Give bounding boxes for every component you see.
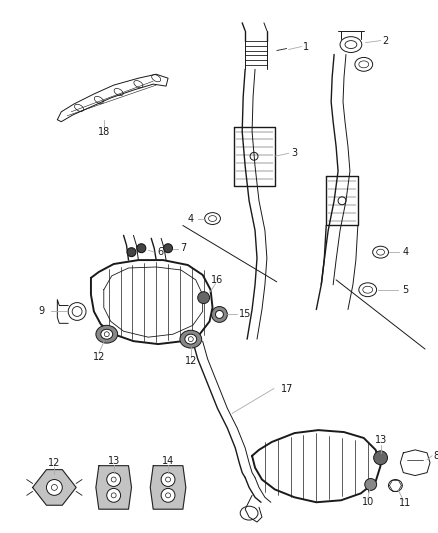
- Ellipse shape: [365, 479, 377, 490]
- Text: 5: 5: [402, 285, 408, 295]
- Ellipse shape: [161, 473, 175, 487]
- Ellipse shape: [137, 244, 146, 253]
- Ellipse shape: [164, 244, 173, 253]
- Text: 3: 3: [292, 148, 298, 158]
- Text: 7: 7: [180, 243, 186, 253]
- Ellipse shape: [374, 451, 388, 465]
- Text: 15: 15: [239, 310, 251, 319]
- Ellipse shape: [212, 306, 227, 322]
- Ellipse shape: [215, 311, 223, 318]
- Polygon shape: [57, 74, 168, 122]
- Ellipse shape: [198, 292, 209, 304]
- Ellipse shape: [46, 480, 62, 495]
- Polygon shape: [91, 260, 212, 344]
- Text: 13: 13: [374, 435, 387, 445]
- Ellipse shape: [101, 329, 113, 339]
- Text: 8: 8: [433, 451, 438, 461]
- Polygon shape: [150, 466, 186, 509]
- Text: 17: 17: [280, 384, 293, 393]
- Text: 12: 12: [48, 458, 60, 468]
- Text: 12: 12: [184, 356, 197, 366]
- Ellipse shape: [161, 488, 175, 502]
- Text: 4: 4: [402, 247, 408, 257]
- Text: 11: 11: [399, 498, 411, 508]
- Text: 4: 4: [188, 214, 194, 223]
- Polygon shape: [32, 470, 76, 505]
- Text: 2: 2: [382, 36, 389, 46]
- Text: 9: 9: [39, 306, 45, 317]
- Polygon shape: [326, 176, 358, 225]
- Text: 14: 14: [162, 456, 174, 466]
- Ellipse shape: [180, 330, 201, 348]
- Text: 13: 13: [108, 456, 120, 466]
- Text: 6: 6: [157, 247, 163, 257]
- Text: 18: 18: [98, 126, 110, 136]
- Polygon shape: [252, 430, 381, 502]
- Text: 16: 16: [212, 275, 223, 285]
- Ellipse shape: [185, 334, 197, 344]
- Ellipse shape: [107, 488, 120, 502]
- Text: 12: 12: [93, 352, 105, 362]
- Polygon shape: [96, 466, 131, 509]
- Ellipse shape: [96, 325, 118, 343]
- Ellipse shape: [127, 248, 136, 256]
- Polygon shape: [234, 127, 275, 186]
- Ellipse shape: [107, 473, 120, 487]
- Text: 1: 1: [304, 42, 310, 52]
- Text: 10: 10: [362, 497, 374, 507]
